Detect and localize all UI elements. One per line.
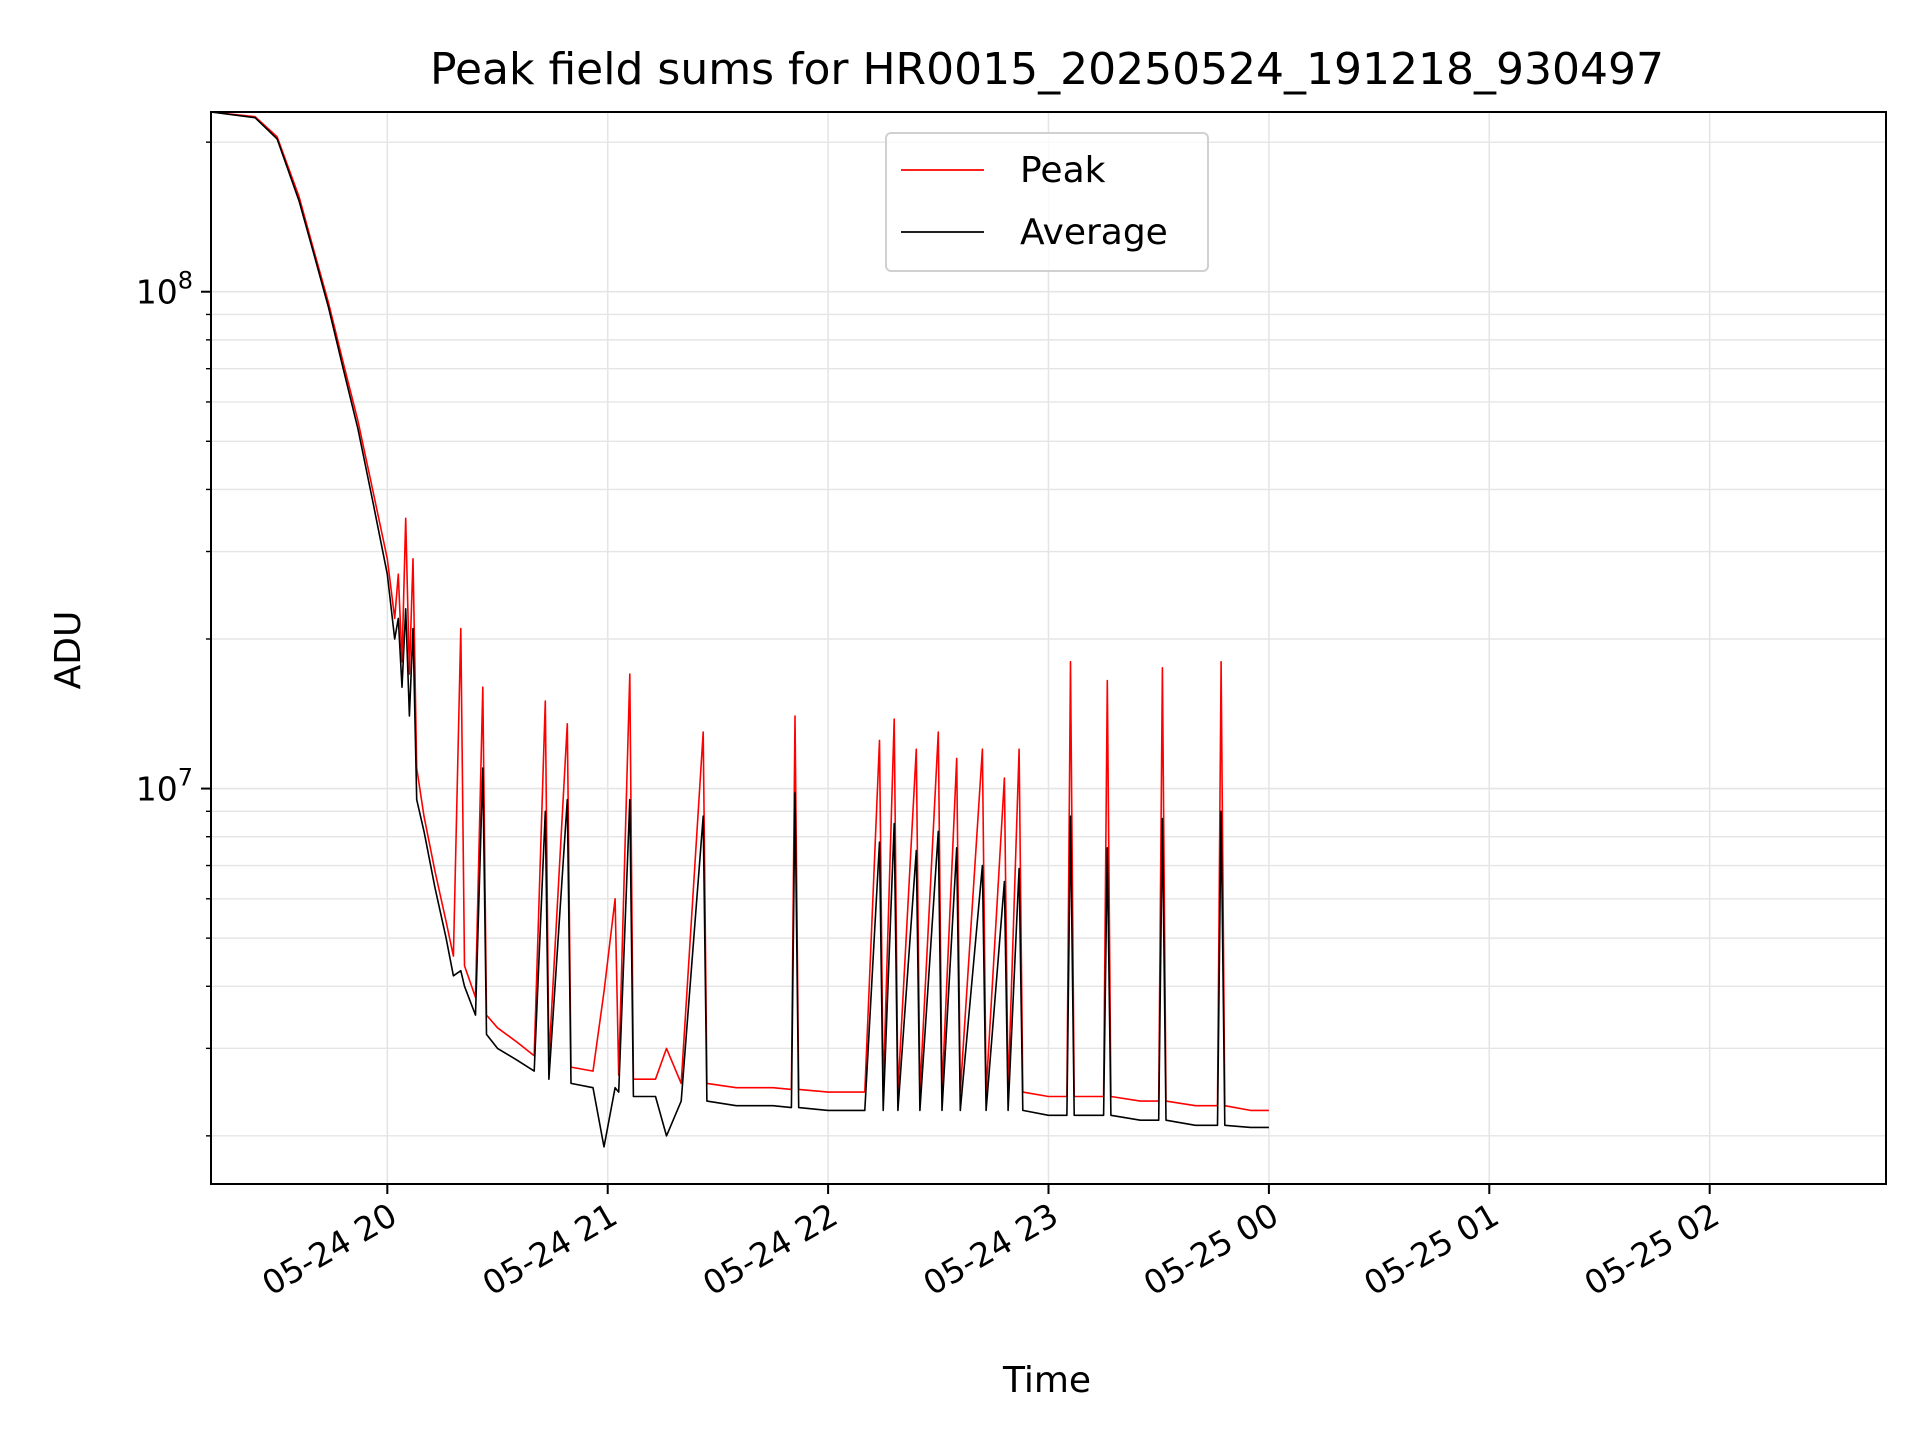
series-line-average: [210, 111, 1269, 1148]
plot-series: [210, 111, 1269, 1148]
legend-box: [885, 132, 1209, 272]
x-axis-label: Time: [1002, 1360, 1091, 1401]
chart-title: Peak field sums for HR0015_20250524_1912…: [430, 44, 1664, 95]
y-axis-label: ADU: [48, 611, 89, 690]
y-tick-label: 107: [136, 764, 193, 809]
legend: Peak Average: [885, 132, 1209, 272]
grid-lines: [211, 112, 1886, 1184]
series-line-peak: [210, 111, 1269, 1112]
legend-label-average: Average: [1020, 212, 1168, 253]
legend-label-peak: Peak: [1020, 150, 1106, 191]
y-tick-label: 108: [136, 267, 193, 312]
